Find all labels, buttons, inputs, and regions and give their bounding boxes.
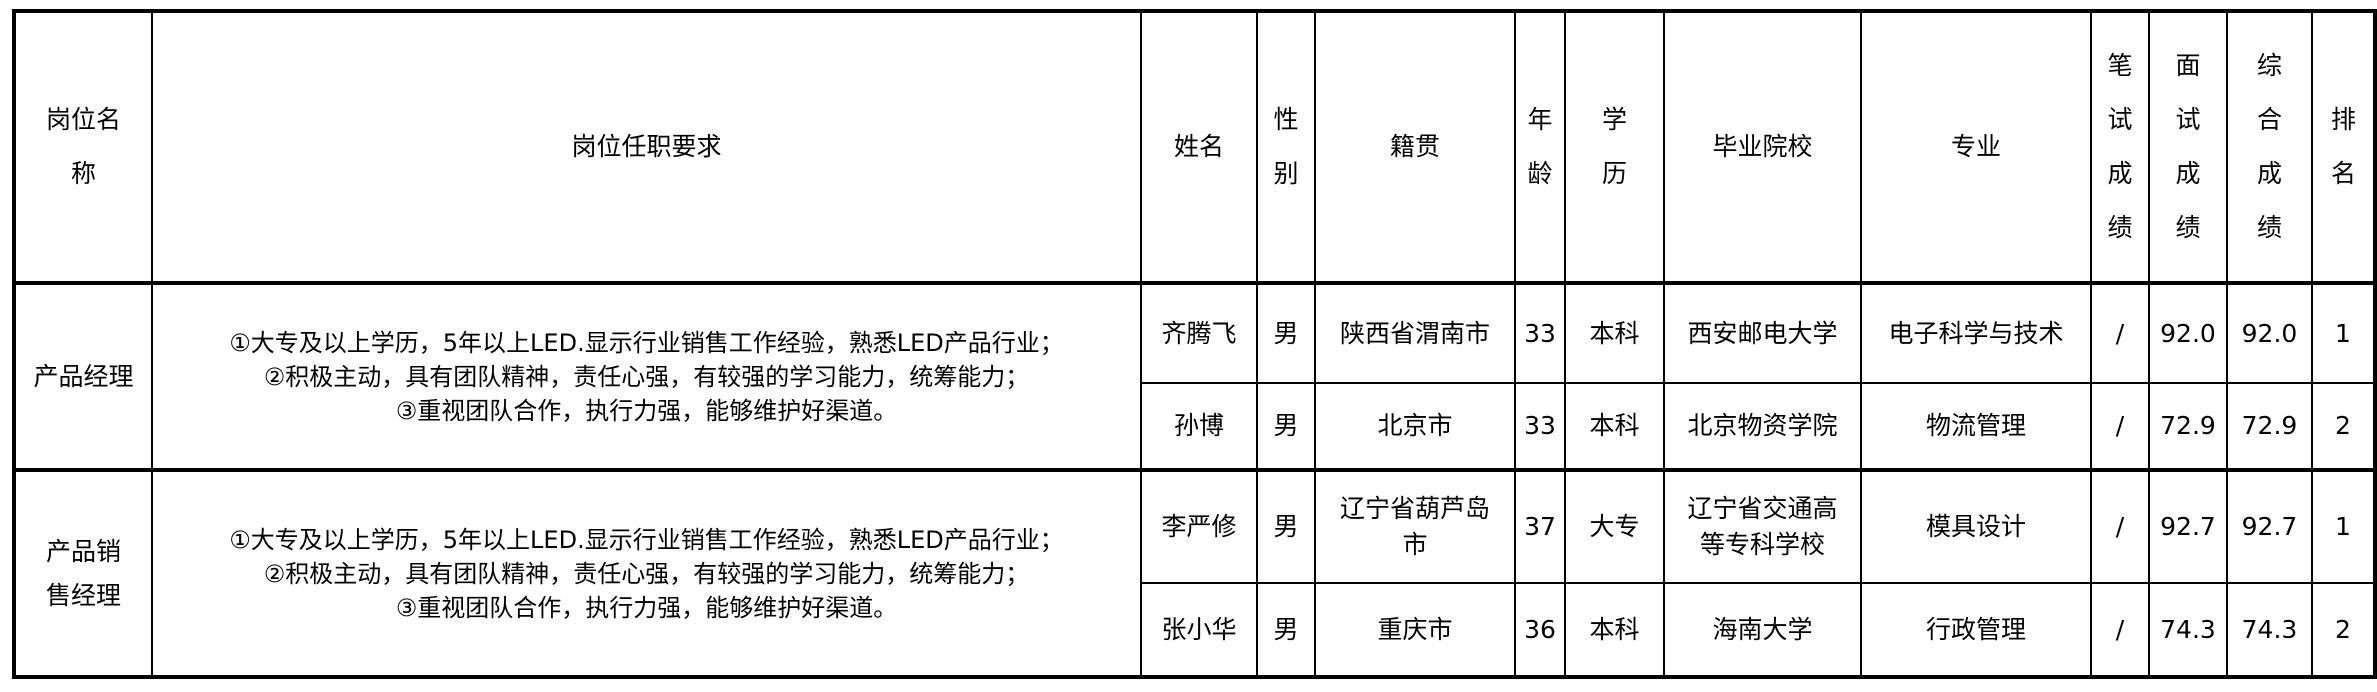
header-total-score: 综合成绩 [2226, 10, 2313, 284]
position-cell: 产品经理 [13, 281, 153, 471]
requirements-cell: ①大专及以上学历，5年以上LED.显示行业销售工作经验，熟悉LED产品行业； ②… [151, 468, 1142, 678]
table-row: 孙博 男 北京市 33 本科 北京物资学院 物流管理 / 72.9 72.9 2 [14, 382, 2376, 471]
interview-score-cell: 92.0 [2148, 281, 2228, 384]
rank-cell: 2 [2311, 382, 2376, 471]
written-score-cell: / [2090, 582, 2150, 678]
requirement-line: ①大专及以上学历，5年以上LED.显示行业销售工作经验，熟悉LED产品行业； [229, 525, 1064, 554]
gender-cell: 男 [1256, 281, 1316, 384]
hometown-cell: 北京市 [1314, 382, 1516, 471]
total-score-cell: 74.3 [2226, 582, 2313, 678]
recruitment-results-table: 岗位名称 岗位任职要求 姓名 性别 籍贯 年龄 学历 毕业院校 专业 笔试成绩 … [12, 9, 2377, 679]
school-cell: 辽宁省交通高等专科学校 [1663, 468, 1862, 584]
header-school: 毕业院校 [1663, 10, 1862, 284]
table-row: 张小华 男 重庆市 36 本科 海南大学 行政管理 / 74.3 74.3 2 [14, 582, 2376, 678]
name-cell: 齐腾飞 [1140, 281, 1258, 384]
age-cell: 37 [1514, 468, 1566, 584]
header-requirements: 岗位任职要求 [151, 10, 1142, 284]
header-rank: 排名 [2311, 10, 2376, 284]
header-education: 学历 [1564, 10, 1665, 284]
header-major: 专业 [1860, 10, 2092, 284]
header-written-score: 笔试成绩 [2090, 10, 2150, 284]
rank-cell: 1 [2311, 281, 2376, 384]
written-score-cell: / [2090, 468, 2150, 584]
header-interview-score: 面试成绩 [2148, 10, 2228, 284]
age-cell: 36 [1514, 582, 1566, 678]
table-row: 产品经理 ①大专及以上学历，5年以上LED.显示行业销售工作经验，熟悉LED产品… [13, 281, 2376, 471]
education-cell: 本科 [1564, 281, 1665, 384]
gender-cell: 男 [1256, 382, 1316, 471]
school-cell: 海南大学 [1663, 582, 1862, 678]
hometown-cell: 重庆市 [1314, 582, 1516, 678]
major-cell: 物流管理 [1860, 382, 2092, 471]
rank-cell: 1 [2311, 468, 2376, 584]
rank-cell: 2 [2311, 582, 2376, 678]
interview-score-cell: 92.7 [2148, 468, 2228, 584]
education-cell: 本科 [1564, 382, 1665, 471]
age-cell: 33 [1514, 382, 1566, 471]
requirement-line: ②积极主动，具有团队精神，责任心强，有较强的学习能力，统筹能力； [263, 362, 1030, 391]
position-cell: 产品销售经理 [13, 468, 153, 678]
interview-score-cell: 74.3 [2148, 582, 2228, 678]
header-name: 姓名 [1140, 10, 1258, 284]
requirement-line: ①大专及以上学历，5年以上LED.显示行业销售工作经验，熟悉LED产品行业； [229, 328, 1064, 357]
requirement-line: ③重视团队合作，执行力强，能够维护好渠道。 [395, 396, 898, 425]
written-score-cell: / [2090, 281, 2150, 384]
interview-score-cell: 72.9 [2148, 382, 2228, 471]
header-gender: 性别 [1256, 10, 1316, 284]
school-cell: 北京物资学院 [1663, 382, 1862, 471]
gender-cell: 男 [1256, 582, 1316, 678]
hometown-cell: 辽宁省葫芦岛市 [1314, 468, 1516, 584]
requirement-line: ②积极主动，具有团队精神，责任心强，有较强的学习能力，统筹能力； [263, 559, 1030, 588]
education-cell: 大专 [1564, 468, 1665, 584]
header-age: 年龄 [1514, 10, 1566, 284]
name-cell: 张小华 [1140, 582, 1258, 678]
header-position: 岗位名称 [13, 10, 153, 284]
name-cell: 孙博 [1140, 382, 1258, 471]
age-cell: 33 [1514, 281, 1566, 384]
total-score-cell: 92.7 [2226, 468, 2313, 584]
total-score-cell: 92.0 [2226, 281, 2313, 384]
requirement-line: ③重视团队合作，执行力强，能够维护好渠道。 [395, 593, 898, 622]
requirements-cell: ①大专及以上学历，5年以上LED.显示行业销售工作经验，熟悉LED产品行业； ②… [151, 281, 1142, 471]
education-cell: 本科 [1564, 582, 1665, 678]
header-hometown: 籍贯 [1314, 10, 1516, 284]
name-cell: 李严修 [1140, 468, 1258, 584]
hometown-cell: 陕西省渭南市 [1314, 281, 1516, 384]
major-cell: 模具设计 [1860, 468, 2092, 584]
total-score-cell: 72.9 [2226, 382, 2313, 471]
gender-cell: 男 [1256, 468, 1316, 584]
header-row: 岗位名称 岗位任职要求 姓名 性别 籍贯 年龄 学历 毕业院校 专业 笔试成绩 … [13, 10, 2376, 284]
major-cell: 行政管理 [1860, 582, 2092, 678]
major-cell: 电子科学与技术 [1860, 281, 2092, 384]
written-score-cell: / [2090, 382, 2150, 471]
school-cell: 西安邮电大学 [1663, 281, 1862, 384]
table-row: 产品销售经理 ①大专及以上学历，5年以上LED.显示行业销售工作经验，熟悉LED… [13, 468, 2376, 678]
